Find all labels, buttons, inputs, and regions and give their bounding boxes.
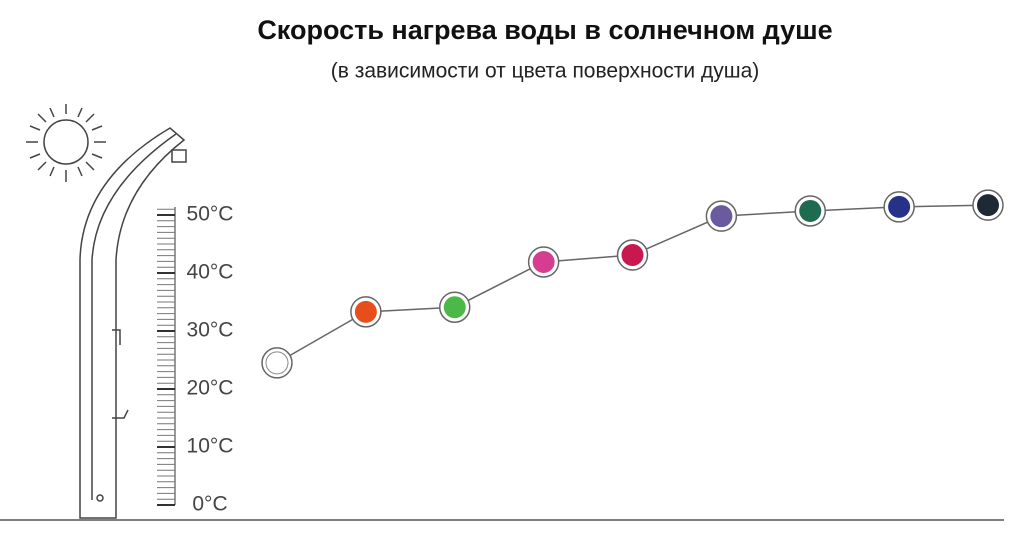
y-tick-label: 10°C bbox=[187, 435, 234, 458]
chart-subtitle: (в зависимости от цвета поверхности душа… bbox=[331, 60, 760, 83]
y-tick-label: 30°C bbox=[187, 319, 234, 342]
point bbox=[265, 351, 289, 375]
point bbox=[799, 199, 822, 222]
y-tick-label: 0°C bbox=[192, 493, 227, 516]
y-tick-label: 20°C bbox=[187, 377, 234, 400]
point bbox=[532, 250, 555, 273]
point bbox=[710, 205, 733, 228]
y-tick-label: 40°C bbox=[187, 261, 234, 284]
chart-title: Скорость нагрева воды в солнечном душе bbox=[257, 15, 832, 45]
point bbox=[888, 195, 911, 218]
point bbox=[443, 296, 466, 319]
y-tick-label: 50°C bbox=[187, 203, 234, 226]
line bbox=[276, 204, 989, 364]
point bbox=[621, 244, 644, 267]
sun-icon bbox=[26, 104, 106, 182]
shower-icon bbox=[79, 127, 187, 519]
point bbox=[977, 194, 999, 217]
ruler bbox=[157, 207, 176, 506]
point bbox=[354, 300, 377, 323]
